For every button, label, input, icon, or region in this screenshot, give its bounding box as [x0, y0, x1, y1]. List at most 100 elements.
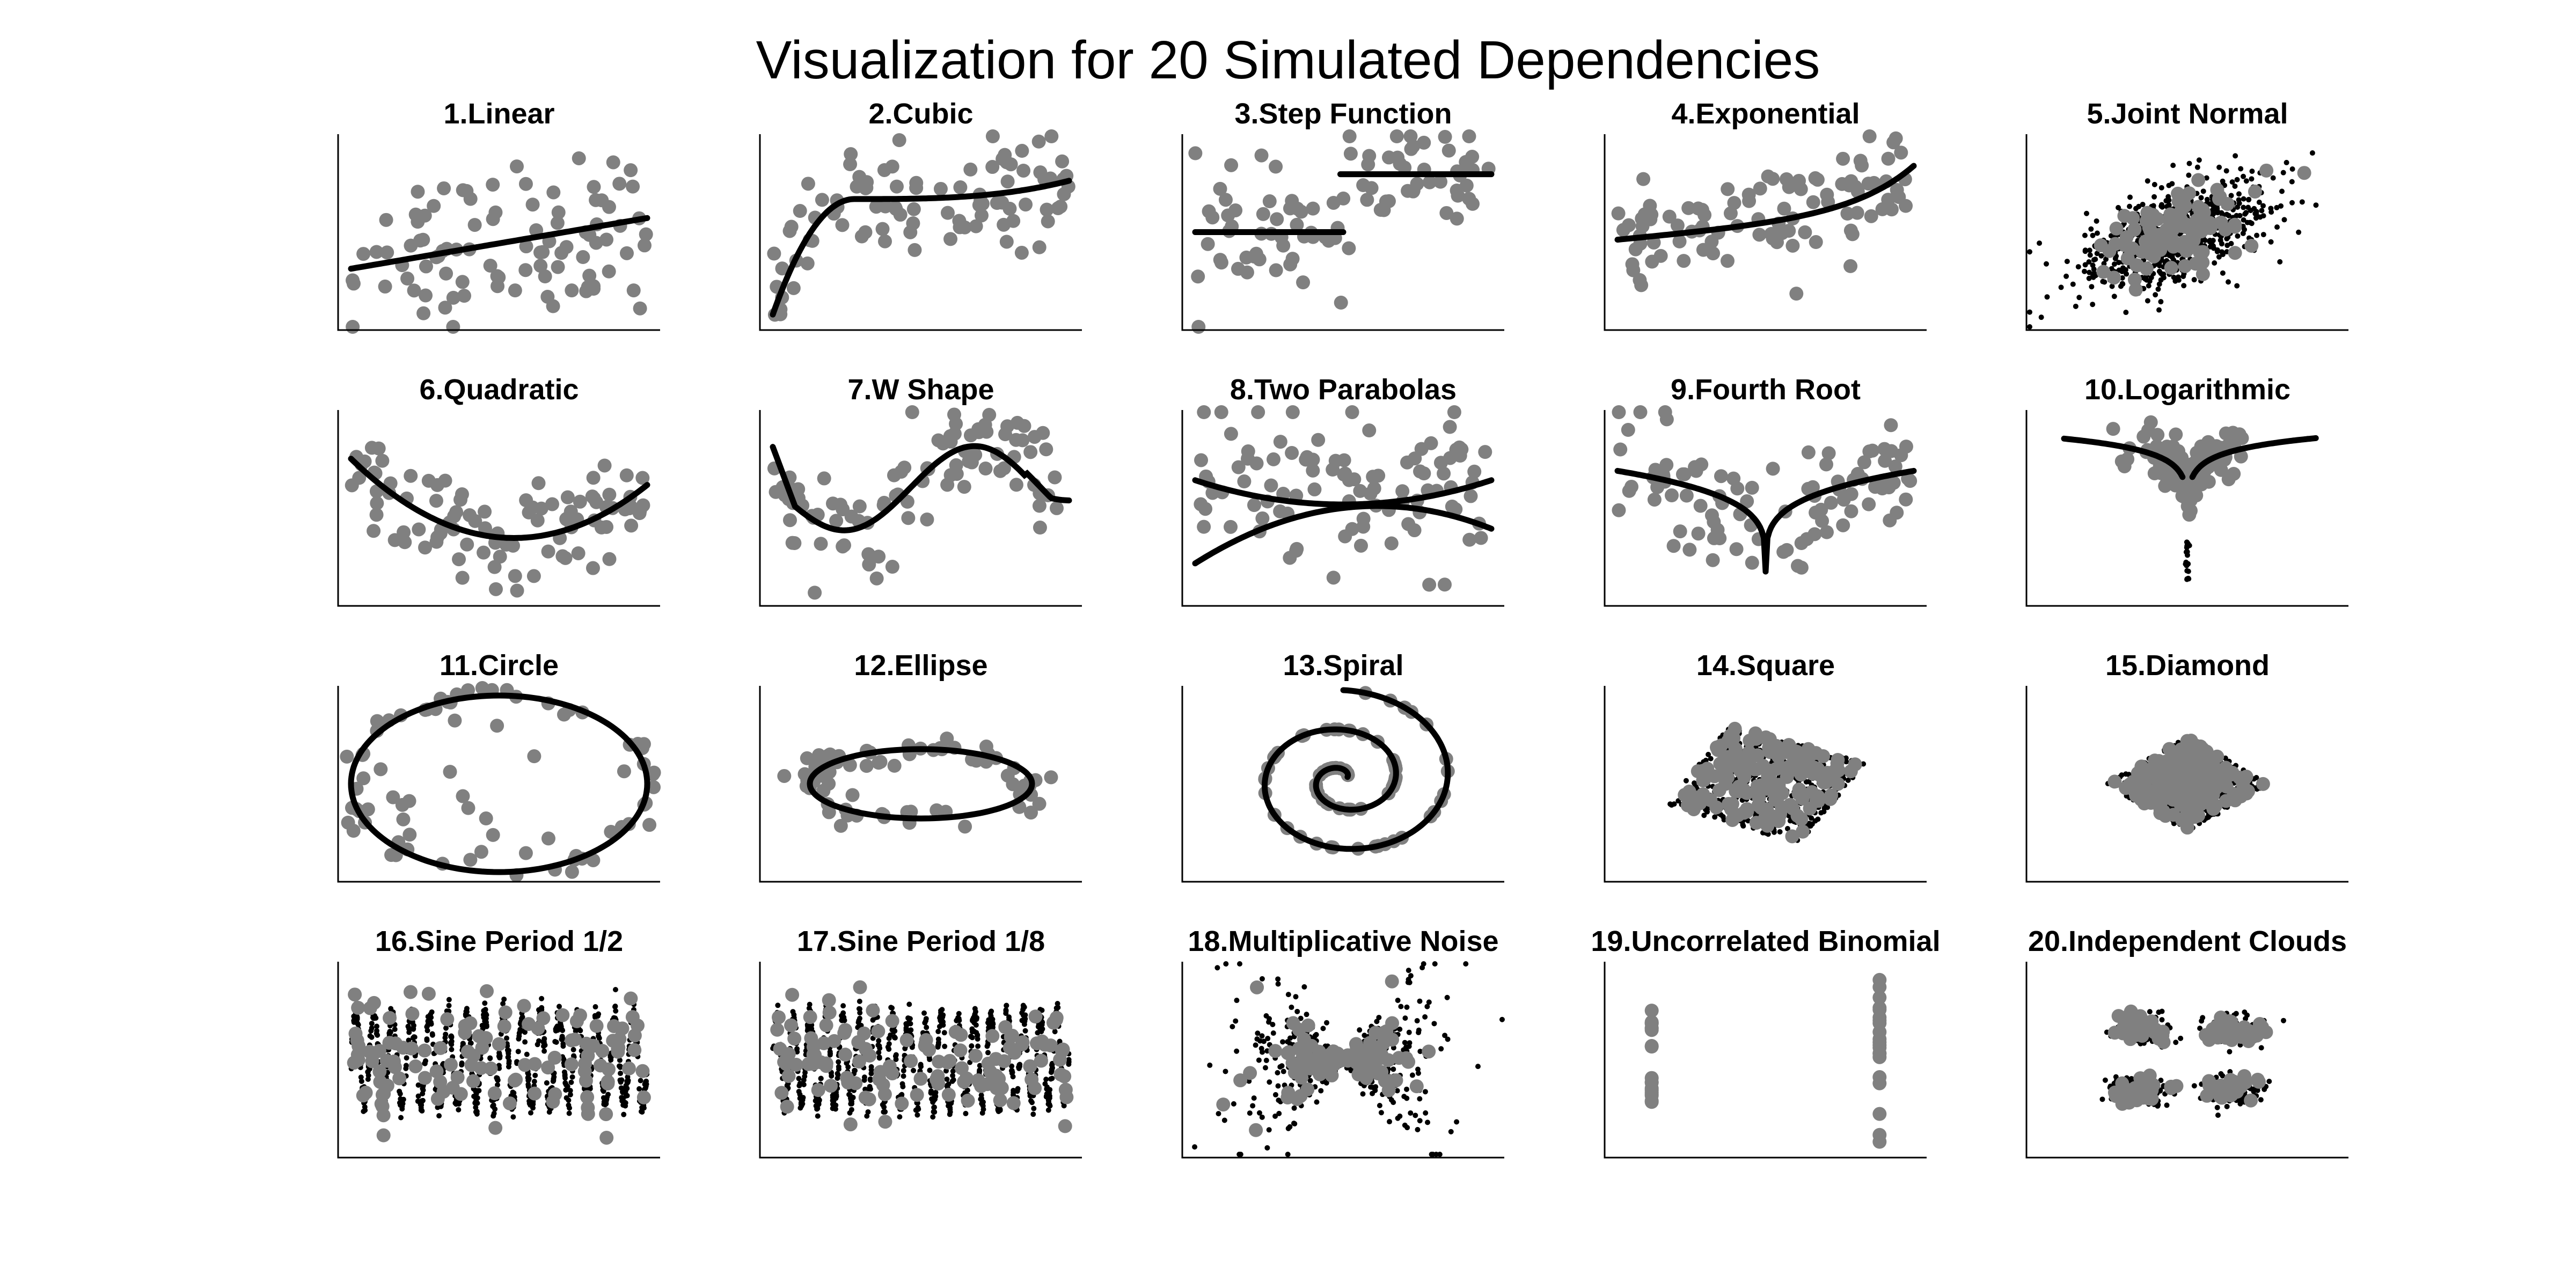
data-point [1647, 492, 1662, 507]
data-point [1798, 225, 1812, 239]
data-point-black [487, 1056, 493, 1062]
data-point-black [2127, 194, 2133, 200]
data-point-black [555, 1027, 561, 1033]
dependency-curve [1614, 163, 1917, 243]
data-point [892, 133, 906, 148]
data-point-black [885, 1044, 891, 1050]
data-point [889, 179, 904, 194]
data-point-black [1777, 829, 1783, 835]
data-point [418, 540, 433, 555]
data-point [1393, 157, 1407, 171]
data-point-black [2082, 268, 2088, 274]
data-point [940, 206, 955, 220]
data-point [1824, 495, 1838, 510]
data-point-black [1740, 823, 1746, 829]
data-point [528, 1086, 542, 1101]
data-point-black [515, 1049, 521, 1055]
data-point [522, 1017, 536, 1031]
data-point [1836, 151, 1850, 166]
data-point [1884, 418, 1898, 433]
data-point-black [2234, 283, 2240, 289]
data-point [565, 283, 579, 298]
data-point [1650, 480, 1665, 494]
data-point [958, 819, 972, 834]
data-point-black [1014, 1087, 1020, 1093]
data-point [1283, 257, 1298, 272]
dependency-curve [770, 178, 1072, 318]
data-point [1714, 469, 1728, 484]
data-point [456, 183, 470, 197]
data-point [854, 229, 869, 244]
data-point [1307, 482, 1322, 496]
dependency-curve [2061, 435, 2186, 480]
data-point [396, 812, 411, 826]
data-point [1032, 240, 1046, 254]
data-point [1886, 475, 1901, 490]
data-point [508, 1073, 522, 1088]
data-point [433, 1041, 448, 1055]
data-point [817, 471, 831, 486]
data-point [565, 865, 579, 879]
data-point [957, 480, 971, 494]
data-point [1810, 172, 1825, 187]
data-point-black [2094, 230, 2100, 236]
data-point [461, 683, 475, 698]
data-point [2183, 503, 2198, 518]
data-point [1009, 478, 1023, 492]
data-point [1867, 175, 1881, 190]
data-point [1269, 159, 1283, 174]
data-point [1337, 453, 1351, 467]
data-point [1868, 480, 1883, 494]
data-point-black [975, 1043, 981, 1049]
data-point-black [2191, 277, 2197, 283]
data-point-black [456, 1107, 462, 1113]
data-point [1032, 796, 1046, 811]
data-point [395, 797, 409, 812]
data-point [374, 762, 388, 777]
data-point [997, 461, 1011, 475]
data-point [1728, 721, 1742, 736]
data-point-black [2198, 195, 2204, 201]
data-point [844, 147, 858, 162]
data-point [1711, 743, 1725, 757]
data-point-black [539, 996, 545, 1001]
data-point [1345, 405, 1359, 419]
data-point [348, 987, 362, 1002]
data-point-black [2207, 239, 2213, 245]
data-point-black [570, 1046, 576, 1052]
data-point [2181, 479, 2196, 493]
data-point [1433, 174, 1448, 189]
data-point-black [459, 1060, 465, 1066]
data-point-black [624, 1080, 630, 1086]
data-point-black [2232, 183, 2238, 189]
data-point-black [2246, 196, 2252, 202]
data-point [486, 828, 500, 842]
data-point [1772, 814, 1786, 828]
data-point [602, 487, 617, 502]
data-point [486, 178, 500, 192]
data-point-black [358, 1074, 364, 1080]
data-point [440, 1012, 455, 1027]
data-point [411, 185, 425, 199]
panel-axes [1181, 134, 1504, 331]
data-point-black [2249, 169, 2255, 174]
data-point-black [425, 1021, 431, 1027]
data-point [1218, 193, 1233, 207]
data-point [1635, 211, 1649, 226]
data-point-black [973, 1022, 979, 1028]
data-point [1237, 474, 1252, 489]
data-point-black [2090, 302, 2096, 308]
data-point [1447, 405, 1461, 419]
data-point [1622, 218, 1636, 232]
data-point [2175, 215, 2189, 229]
data-point [1721, 770, 1735, 785]
data-point-black [412, 1034, 418, 1040]
panel-title: 6.Quadratic [419, 374, 579, 406]
data-point-black [2094, 218, 2099, 224]
data-point [1363, 486, 1378, 501]
data-point [452, 552, 466, 567]
panel-12: 12.Ellipse [759, 649, 1082, 883]
data-point-black [564, 1095, 569, 1101]
data-point [430, 478, 444, 492]
data-point [2256, 777, 2270, 791]
